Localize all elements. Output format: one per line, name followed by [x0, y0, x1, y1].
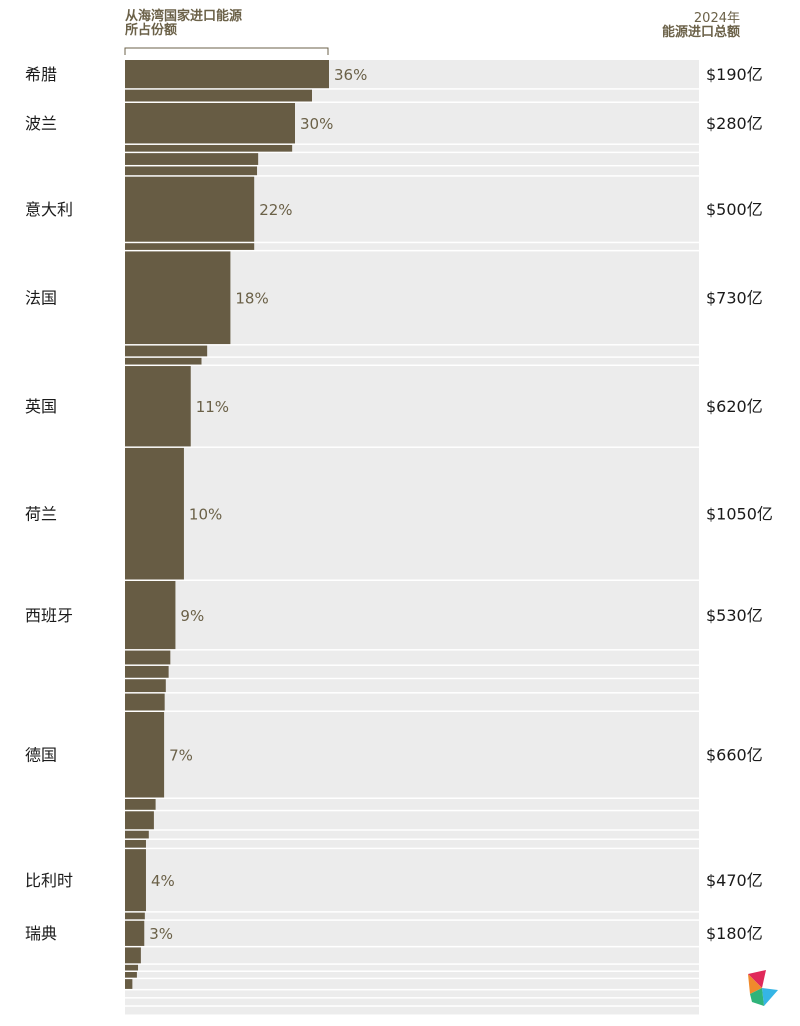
total-label-12: $1050亿: [706, 504, 773, 523]
value-label-0: 36%: [334, 66, 367, 84]
bar-28: [125, 971, 137, 978]
total-label-0: $190亿: [706, 65, 763, 84]
bar-track-23: [125, 849, 699, 912]
share-header-line-1: 从海湾国家进口能源: [125, 9, 243, 24]
share-header-line-2: 所占份额: [125, 23, 178, 38]
total-header: 2024年 能源进口总额: [590, 12, 740, 40]
country-label-6: 意大利: [25, 200, 73, 219]
country-label-8: 法国: [25, 288, 57, 307]
bar-track-9: [125, 345, 699, 357]
bar-5: [125, 166, 258, 176]
bar-4: [125, 153, 259, 165]
country-label-12: 荷兰: [25, 504, 57, 523]
bar-24: [125, 912, 145, 920]
bar-track-21: [125, 830, 699, 839]
bar-track-26: [125, 947, 699, 964]
bar-8: [125, 251, 231, 345]
total-label-25: $180亿: [706, 924, 763, 943]
country-label-13: 西班牙: [25, 606, 73, 625]
bar-track-10: [125, 357, 699, 365]
bar-track-27: [125, 964, 699, 971]
bar-track-1: [125, 89, 699, 102]
brand-logo-icon: [744, 968, 782, 1008]
bar-11: [125, 366, 191, 447]
bar-9: [125, 345, 208, 357]
bar-27: [125, 964, 139, 971]
bar-track-14: [125, 650, 699, 665]
bar-1: [125, 89, 312, 102]
total-header-line-2: 能源进口总额: [661, 25, 740, 40]
bar-25: [125, 920, 145, 946]
value-label-12: 10%: [189, 505, 222, 523]
total-label-11: $620亿: [706, 397, 763, 416]
bar-10: [125, 357, 202, 365]
bar-21: [125, 830, 149, 839]
bar-track-31: [125, 998, 699, 1006]
bar-track-13: [125, 580, 699, 650]
bar-2: [125, 102, 295, 144]
country-label-18: 德国: [25, 746, 57, 765]
country-label-25: 瑞典: [25, 924, 57, 943]
country-label-11: 英国: [25, 397, 57, 416]
total-label-8: $730亿: [706, 288, 763, 307]
country-label-0: 希腊: [25, 65, 57, 84]
bar-15: [125, 665, 169, 678]
bar-track-17: [125, 693, 699, 711]
bar-track-4: [125, 153, 699, 165]
value-label-6: 22%: [259, 201, 292, 219]
bar-22: [125, 839, 146, 848]
bar-track-19: [125, 799, 699, 810]
bar-7: [125, 243, 255, 250]
bar-18: [125, 712, 165, 798]
bar-track-11: [125, 366, 699, 447]
bar-track-15: [125, 665, 699, 678]
bar-track-25: [125, 920, 699, 946]
bar-13: [125, 580, 176, 650]
total-label-23: $470亿: [706, 871, 763, 890]
value-label-2: 30%: [300, 115, 333, 133]
value-label-18: 7%: [169, 747, 193, 765]
total-label-6: $500亿: [706, 200, 763, 219]
share-header-bracket: [124, 47, 329, 55]
bar-29: [125, 979, 133, 989]
bar-3: [125, 144, 293, 152]
bar-20: [125, 811, 154, 830]
bar-track-16: [125, 679, 699, 693]
value-label-25: 3%: [149, 925, 173, 943]
bar-track-18: [125, 712, 699, 798]
bar-12: [125, 447, 184, 580]
bar-track-7: [125, 243, 699, 250]
country-label-23: 比利时: [25, 871, 73, 890]
value-label-23: 4%: [151, 872, 175, 890]
bar-track-20: [125, 811, 699, 830]
total-label-13: $530亿: [706, 606, 763, 625]
bar-14: [125, 650, 171, 665]
bar-19: [125, 799, 156, 810]
bar-17: [125, 693, 165, 711]
total-label-18: $660亿: [706, 746, 763, 765]
bar-6: [125, 176, 255, 242]
bar-track-32: [125, 1006, 699, 1015]
bar-track-24: [125, 912, 699, 920]
bar-track-5: [125, 166, 699, 176]
share-header: 从海湾国家进口能源 所占份额: [125, 10, 325, 38]
bar-0: [125, 60, 329, 89]
total-label-2: $280亿: [706, 114, 763, 133]
bar-track-12: [125, 447, 699, 580]
value-label-11: 11%: [196, 398, 229, 416]
country-label-2: 波兰: [25, 114, 57, 133]
bar-26: [125, 947, 141, 964]
bar-track-28: [125, 971, 699, 978]
bar-16: [125, 679, 166, 693]
total-header-line-1: 2024年: [693, 11, 740, 26]
value-label-13: 9%: [180, 607, 204, 625]
bar-track-30: [125, 990, 699, 998]
value-label-8: 18%: [235, 289, 268, 307]
bar-track-3: [125, 144, 699, 152]
bar-23: [125, 849, 146, 912]
bar-track-29: [125, 979, 699, 989]
bar-track-22: [125, 839, 699, 848]
